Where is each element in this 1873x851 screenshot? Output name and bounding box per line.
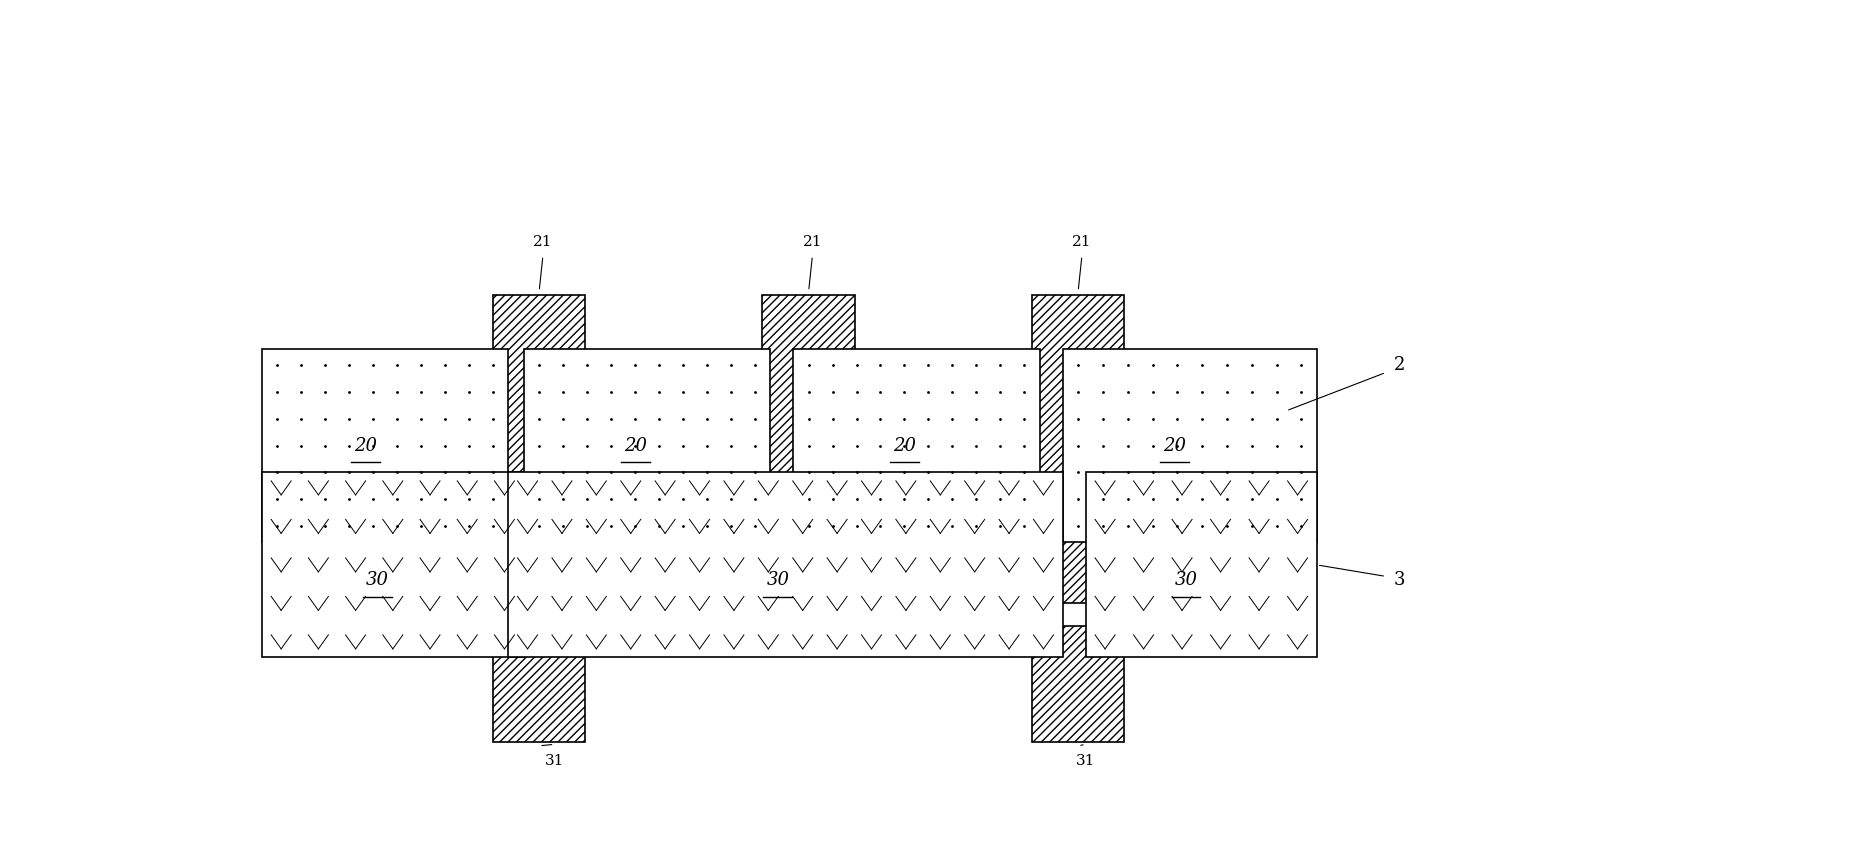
Text: 2: 2 (1394, 356, 1405, 374)
Text: 30: 30 (766, 571, 789, 589)
Text: 20: 20 (1163, 437, 1186, 454)
Bar (1032, 626, 1124, 742)
Text: 21: 21 (534, 235, 553, 249)
Bar (1086, 472, 1317, 657)
Text: 3: 3 (1394, 571, 1405, 589)
Bar (792, 349, 1040, 542)
Bar (1062, 349, 1317, 542)
Text: 31: 31 (1077, 753, 1096, 768)
Text: 20: 20 (354, 437, 376, 454)
Text: 21: 21 (804, 235, 822, 249)
Bar (493, 626, 584, 742)
Bar (262, 349, 508, 542)
Bar (524, 349, 770, 542)
Text: 31: 31 (545, 753, 564, 768)
Bar (762, 295, 854, 603)
Bar (508, 472, 1062, 657)
Text: 30: 30 (1174, 571, 1197, 589)
Text: 20: 20 (624, 437, 646, 454)
Bar (1032, 295, 1124, 603)
Text: 21: 21 (1071, 235, 1092, 249)
Bar (354, 388, 1240, 480)
Bar (262, 472, 524, 657)
Text: 30: 30 (365, 571, 390, 589)
Text: 20: 20 (893, 437, 916, 454)
Bar (493, 295, 584, 603)
